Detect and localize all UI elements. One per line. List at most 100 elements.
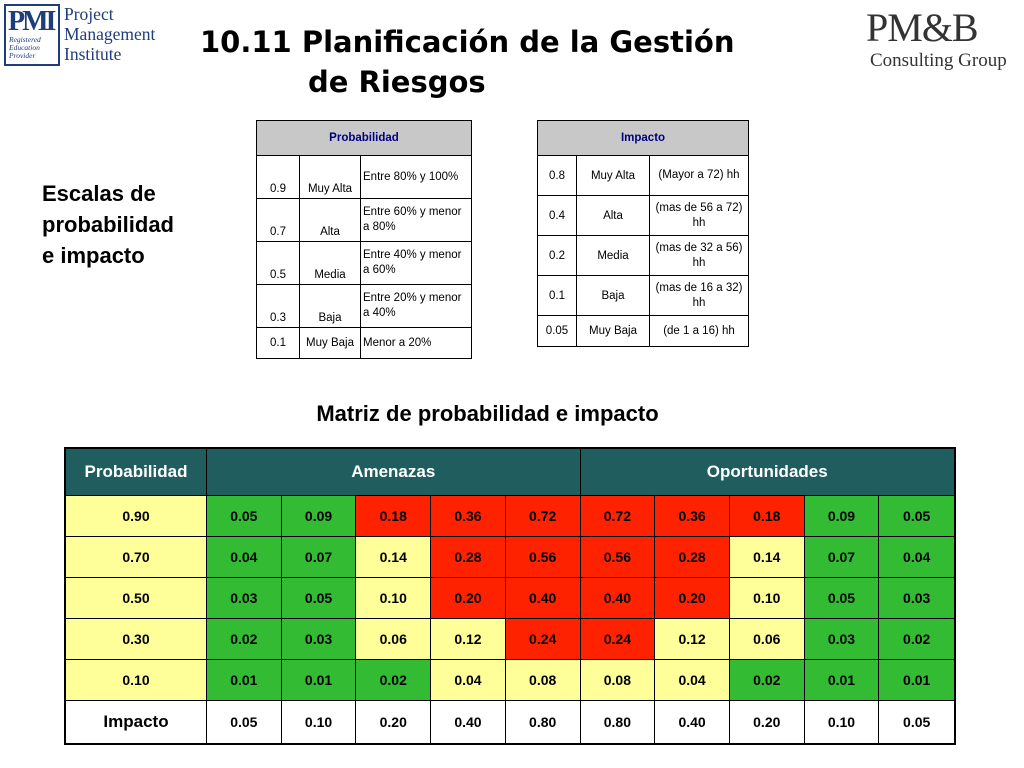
threat-score-cell: 0.20 xyxy=(430,577,506,619)
probability-value: 0.1 xyxy=(256,327,300,359)
opportunity-score-cell: 0.07 xyxy=(803,536,880,578)
opportunity-score-cell: 0.03 xyxy=(803,618,880,660)
impact-range: (mas de 16 a 32) hh xyxy=(649,275,749,316)
matrix-probability-cell: 0.70 xyxy=(64,536,207,578)
probability-range: Entre 80% y 100% xyxy=(360,155,472,199)
probability-level: Muy Baja xyxy=(299,327,361,359)
matrix-impact-row: Impacto 0.05 0.10 0.20 0.40 0.80 0.80 0.40 0.20 0… xyxy=(64,700,956,745)
threat-score-cell: 0.08 xyxy=(504,659,581,701)
threat-score-cell: 0.40 xyxy=(504,577,581,619)
probability-range: Menor a 20% xyxy=(360,327,472,359)
probability-value: 0.7 xyxy=(256,198,300,242)
probability-range: Entre 40% y menor a 60% xyxy=(360,241,472,285)
opportunity-score-cell: 0.72 xyxy=(579,495,656,537)
impact-range: (de 1 a 16) hh xyxy=(649,315,749,347)
threat-score-cell: 0.12 xyxy=(430,618,506,660)
matrix-impact-value: 0.40 xyxy=(654,700,730,745)
opportunity-score-cell: 0.04 xyxy=(654,659,730,701)
matrix-title: Matriz de probabilidad e impacto xyxy=(316,401,659,426)
probability-value: 0.9 xyxy=(256,155,300,199)
probability-value: 0.5 xyxy=(256,241,300,285)
impact-level: Muy Alta xyxy=(576,155,650,196)
threat-score-cell: 0.04 xyxy=(430,659,506,701)
pmi-logo-mark: PMI Registered Education Provider xyxy=(4,4,60,66)
matrix-probability-cell: 0.50 xyxy=(64,577,207,619)
pmi-name-line: Project xyxy=(64,4,114,24)
matrix-impact-value: 0.10 xyxy=(280,700,357,745)
matrix-row: 0.90 0.05 0.09 0.18 0.36 0.72 0.72 0.36 0.18 0.09… xyxy=(64,495,956,537)
scales-heading-line: Escalas de xyxy=(42,181,156,206)
impact-value: 0.1 xyxy=(537,275,577,316)
opportunity-score-cell: 0.04 xyxy=(878,536,956,578)
matrix-impact-value: 0.80 xyxy=(504,700,581,745)
impact-value: 0.4 xyxy=(537,195,577,236)
matrix-probability-cell: 0.10 xyxy=(64,659,207,701)
opportunity-score-cell: 0.10 xyxy=(728,577,805,619)
threat-score-cell: 0.24 xyxy=(504,618,581,660)
threat-score-cell: 0.06 xyxy=(355,618,432,660)
matrix-impact-value: 0.10 xyxy=(803,700,880,745)
slide-title-line2: de Riesgos xyxy=(308,65,486,99)
opportunity-score-cell: 0.02 xyxy=(728,659,805,701)
matrix-impact-label: Impacto xyxy=(64,700,207,745)
pmi-registered-line: Registered xyxy=(9,35,41,44)
probability-scale-table: Probabilidad 0.9 Muy Alta Entre 80% y 10… xyxy=(256,120,472,359)
probability-level: Muy Alta xyxy=(299,155,361,199)
opportunity-score-cell: 0.03 xyxy=(878,577,956,619)
opportunity-score-cell: 0.02 xyxy=(878,618,956,660)
pmi-name-line: Management xyxy=(64,24,156,44)
scales-heading-line: e impacto xyxy=(42,243,145,268)
threat-score-cell: 0.10 xyxy=(355,577,432,619)
threat-score-cell: 0.01 xyxy=(280,659,357,701)
opportunity-score-cell: 0.05 xyxy=(803,577,880,619)
pmi-name: Project Management Institute xyxy=(64,4,155,64)
threat-score-cell: 0.18 xyxy=(355,495,432,537)
probability-scale-header: Probabilidad xyxy=(256,120,472,156)
impact-value: 0.2 xyxy=(537,235,577,276)
opportunity-score-cell: 0.05 xyxy=(878,495,956,537)
pmb-logo-subtitle: Consulting Group xyxy=(870,50,1007,71)
pmi-logo: PMI Registered Education Provider Projec… xyxy=(4,4,155,68)
impact-range: (mas de 56 a 72) hh xyxy=(649,195,749,236)
opportunity-score-cell: 0.36 xyxy=(654,495,730,537)
matrix-impact-value: 0.05 xyxy=(878,700,956,745)
threat-score-cell: 0.02 xyxy=(206,618,282,660)
impact-range: (Mayor a 72) hh xyxy=(649,155,749,196)
impact-level: Alta xyxy=(576,195,650,236)
impact-scale-header: Impacto xyxy=(537,120,749,156)
impact-level: Baja xyxy=(576,275,650,316)
matrix-impact-value: 0.05 xyxy=(206,700,282,745)
slide-title: 10.11 Planificación de la Gestión de Rie… xyxy=(200,22,840,102)
threat-score-cell: 0.05 xyxy=(206,495,282,537)
matrix-impact-value: 0.20 xyxy=(355,700,432,745)
matrix-impact-value: 0.80 xyxy=(579,700,656,745)
matrix-row: 0.30 0.02 0.03 0.06 0.12 0.24 0.24 0.12 0.06 0.03… xyxy=(64,618,956,660)
threat-score-cell: 0.14 xyxy=(355,536,432,578)
threat-score-cell: 0.03 xyxy=(280,618,357,660)
pmi-name-line: Institute xyxy=(64,44,122,64)
threat-score-cell: 0.07 xyxy=(280,536,357,578)
matrix-impact-value: 0.40 xyxy=(430,700,506,745)
pmb-logo: PM&B Consulting Group xyxy=(862,6,1022,72)
opportunity-score-cell: 0.18 xyxy=(728,495,805,537)
opportunity-score-cell: 0.12 xyxy=(654,618,730,660)
opportunity-score-cell: 0.14 xyxy=(728,536,805,578)
opportunity-score-cell: 0.40 xyxy=(579,577,656,619)
pmi-registered-line: Education xyxy=(9,43,40,52)
threat-score-cell: 0.05 xyxy=(280,577,357,619)
probability-level: Media xyxy=(299,241,361,285)
opportunity-score-cell: 0.06 xyxy=(728,618,805,660)
threat-score-cell: 0.36 xyxy=(430,495,506,537)
impact-value: 0.8 xyxy=(537,155,577,196)
probability-range: Entre 20% y menor a 40% xyxy=(360,284,472,328)
pmi-logo-letters: PMI xyxy=(8,6,56,37)
threat-score-cell: 0.09 xyxy=(280,495,357,537)
matrix-row: 0.10 0.01 0.01 0.02 0.04 0.08 0.08 0.04 0.02 0.01… xyxy=(64,659,956,701)
opportunity-score-cell: 0.56 xyxy=(579,536,656,578)
matrix-impact-value: 0.20 xyxy=(728,700,805,745)
probability-value: 0.3 xyxy=(256,284,300,328)
threat-score-cell: 0.03 xyxy=(206,577,282,619)
matrix-probability-cell: 0.90 xyxy=(64,495,207,537)
matrix-header-probability: Probabilidad xyxy=(64,447,207,496)
pmi-registered-line: Provider xyxy=(9,51,36,60)
